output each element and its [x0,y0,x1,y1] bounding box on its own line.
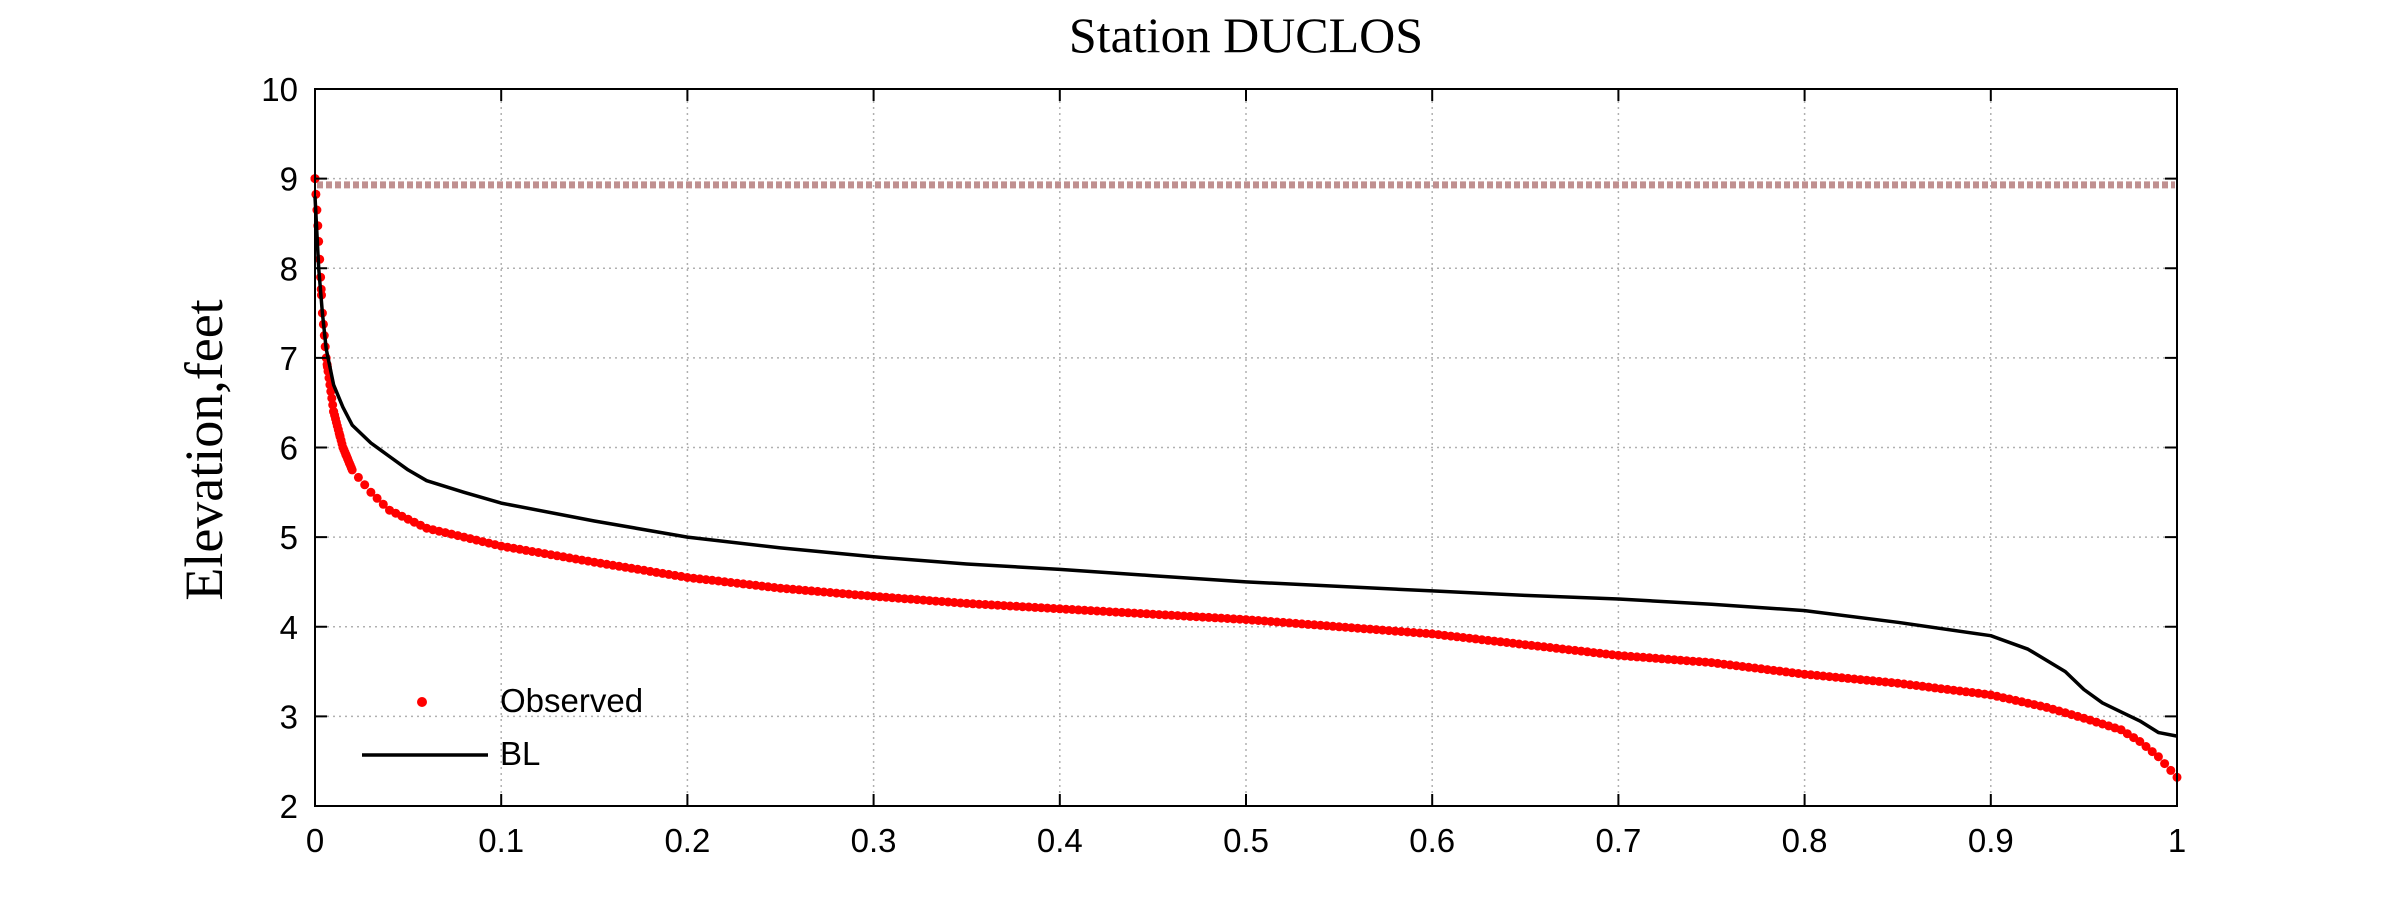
x-tick-label: 0.4 [1037,822,1083,859]
y-tick-label: 9 [280,161,298,198]
y-tick-label: 6 [280,430,298,467]
observed-point [2135,737,2145,746]
legend-observed-label: Observed [500,682,643,719]
x-tick-label: 0.9 [1968,822,2014,859]
x-tick-label: 0.6 [1409,822,1455,859]
x-tick-label: 1 [2168,822,2186,859]
observed-point [360,480,370,490]
observed-point [346,463,356,473]
y-tick-label: 4 [280,609,298,646]
observed-point [327,393,337,403]
y-tick-label: 8 [280,250,298,287]
observed-point [372,493,382,503]
observed-point [328,400,338,410]
x-tick-label: 0.2 [664,822,710,859]
y-tick-label: 7 [280,340,298,377]
observed-point [2141,742,2151,751]
x-tick-label: 0.7 [1595,822,1641,859]
y-tick-label: 5 [280,519,298,556]
y-tick-label: 10 [261,71,298,108]
series-layer [310,174,2182,782]
observed-point [353,472,363,482]
legend-bl-label: BL [500,735,540,772]
legend: Observed BL [362,682,643,772]
grid-layer [315,89,2177,806]
x-tick-label: 0 [306,822,324,859]
observed-series-markers [310,174,2182,782]
y-axis-label: Elevation,feet [174,299,234,600]
observed-point [378,499,388,509]
observed-point [326,387,336,396]
y-tick-label: 3 [280,698,298,735]
x-tick-label: 0.1 [478,822,524,859]
observed-point [2147,747,2157,757]
observed-point [366,487,376,497]
bl-series-line [313,196,2178,738]
observed-point [2160,759,2170,769]
x-tick-label: 0.8 [1782,822,1828,859]
tick-layer: 0 0.1 0.2 0.3 0.4 0.5 0.6 0.7 0.8 0.9 1 2 3 4 5 6 7 8 9 10 [261,71,2186,859]
observed-point [2166,765,2176,775]
legend-observed-marker [417,697,427,707]
observed-point [2153,752,2163,762]
chart-title: Station DUCLOS [1069,7,1423,63]
y-tick-label: 2 [280,788,298,825]
x-tick-label: 0.3 [851,822,897,859]
x-tick-label: 0.5 [1223,822,1269,859]
